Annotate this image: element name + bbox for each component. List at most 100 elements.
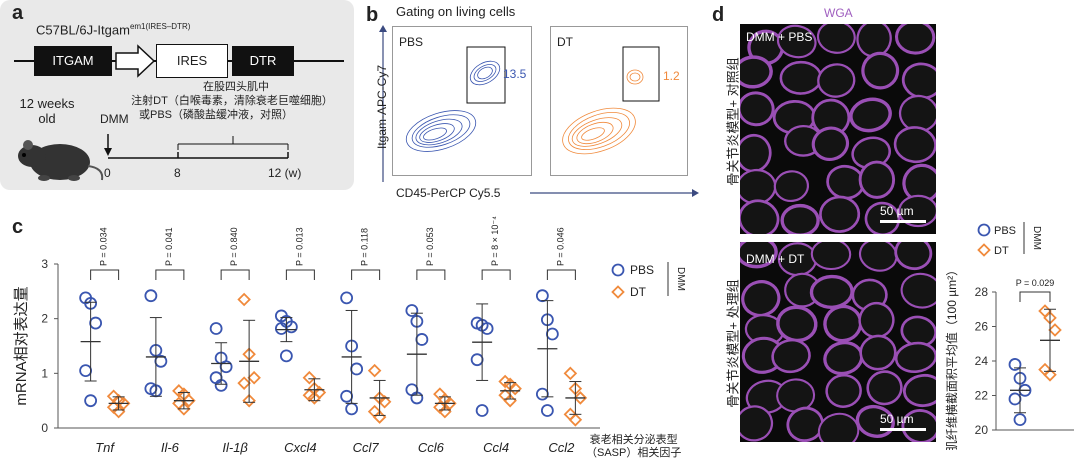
pbs-point	[209, 322, 223, 335]
stain-label: WGA	[824, 6, 853, 20]
dt-point	[377, 394, 392, 409]
dt-point	[307, 391, 322, 405]
flow-dt-contours	[562, 46, 660, 155]
muscle-fiber	[786, 406, 824, 442]
arrow-right-icon	[115, 44, 156, 78]
age-line-1: 12 weeks	[19, 96, 75, 111]
p-value-label: P = 0.013	[294, 227, 304, 266]
y-tick-label: 2	[41, 312, 48, 326]
micrograph-pbs-label: DMM + PBS	[746, 30, 813, 44]
muscle-fiber	[776, 24, 817, 59]
p-value-label: P = 8 × 10⁻⁴	[490, 216, 500, 266]
y-tick-label: 1	[41, 366, 48, 380]
flow-pbs-label: PBS	[399, 35, 424, 49]
y-tick-label: 20	[975, 423, 989, 437]
treatment-line-3: 或PBS（磷酸盐缓冲液，对照）	[138, 109, 293, 121]
muscle-fiber	[894, 242, 933, 271]
category-label: Cxcl4	[284, 440, 317, 455]
legend-dt-label: DT	[630, 285, 647, 299]
legend-dmm-label: DMM	[1031, 226, 1042, 250]
legend-pbs-marker	[977, 223, 991, 237]
gene-box-itgam: ITGAM	[34, 46, 112, 76]
pbs-point	[84, 394, 98, 408]
pbs-point	[535, 387, 549, 401]
age-label: 12 weeks old	[12, 96, 82, 126]
muscle-fiber	[895, 24, 936, 55]
side-label-bottom: 骨关节炎模型+ 处理组	[725, 279, 741, 408]
treatment-line-1: 在股四头肌中	[203, 81, 269, 93]
strain-superscript: em1(IRES–DTR)	[129, 22, 191, 31]
muscle-fiber	[901, 409, 936, 442]
pbs-point	[1013, 413, 1027, 427]
muscle-fiber	[779, 60, 823, 95]
chart-d: 20 22 24 26 28 肌纤维横截面积平均值（100 µm²） P = 0.029 PB…	[944, 222, 1074, 450]
dt-point	[1043, 368, 1057, 382]
pbs-point	[89, 316, 103, 330]
muscle-fiber	[740, 242, 778, 269]
pbs-point	[345, 402, 359, 416]
muscle-fiber	[861, 51, 900, 90]
dt-point	[242, 393, 256, 408]
dt-point	[116, 396, 131, 411]
pbs-point	[1008, 392, 1022, 406]
pbs-point	[535, 289, 549, 303]
significance-bracket	[285, 269, 315, 280]
category-label: Il-6	[161, 440, 180, 455]
muscle-fiber	[810, 242, 852, 271]
significance-bracket	[481, 269, 511, 280]
p-value-label: P = 0.034	[99, 227, 109, 266]
muscle-fiber	[823, 304, 863, 343]
mouse-icon	[18, 140, 104, 181]
dt-point	[568, 413, 583, 427]
treatment-line-2: 注射DT（白喉毒素，清除衰老巨噬细胞）	[131, 95, 333, 107]
y-axis-label: mRNA相对表达量	[13, 286, 30, 405]
dt-point	[182, 393, 196, 408]
muscle-fiber	[825, 373, 862, 408]
dmm-label: DMM	[100, 112, 129, 126]
p-value-label: P = 0.118	[360, 228, 370, 266]
flow-x-axis-arrow	[530, 189, 699, 197]
pbs-point	[475, 404, 489, 417]
significance-bracket	[155, 269, 185, 280]
gene-box-ires: IRES	[156, 44, 228, 78]
panel-c-letter: c	[12, 216, 24, 238]
pbs-point	[144, 289, 158, 303]
flow-y-axis-arrow	[379, 25, 387, 182]
side-label-top: 骨关节炎模型+ 对照组	[725, 57, 741, 186]
muscle-fiber	[773, 170, 810, 203]
flow-y-label: Itgam-APC-Cy7	[375, 64, 389, 150]
category-label: Ccl6	[418, 440, 445, 455]
legend-dmm-label: DMM	[675, 267, 686, 291]
p-value-label: P = 0.046	[555, 227, 565, 266]
muscle-fiber	[740, 133, 772, 173]
dt-point	[443, 396, 457, 411]
scale-bar-bottom	[880, 428, 926, 431]
pbs-point	[340, 389, 354, 403]
flow-plot-dt: DT 1.2	[550, 26, 688, 176]
p-value-label: P = 0.053	[425, 227, 435, 266]
muscle-fiber	[858, 160, 896, 199]
micrograph-dt-cells	[740, 242, 936, 442]
significance-bracket	[416, 269, 446, 280]
muscle-fiber	[823, 340, 864, 376]
chart-c-footnote: 衰老相关分泌表型 （SASP）相关因子	[586, 434, 681, 460]
pbs-point	[415, 333, 429, 346]
significance-bracket	[546, 269, 576, 280]
category-label: Ccl2	[548, 440, 575, 455]
flow-pbs-contours	[405, 46, 506, 152]
pbs-point	[79, 364, 93, 378]
micrograph-pbs: DMM + PBS 50 µm	[740, 24, 936, 234]
strain-name: C57BL/6J-Itgamem1(IRES–DTR)	[36, 22, 190, 37]
dt-point	[1048, 323, 1062, 337]
y-tick-label: 24	[975, 354, 989, 368]
chart-c: 0 1 2 3 mRNA相对表达量 Tnf P = 0.034 Il-6 P = 0.041 Il…	[13, 216, 686, 455]
category-label: Il-1β	[222, 440, 248, 455]
pbs-point	[279, 349, 293, 363]
pbs-point	[470, 353, 484, 367]
significance-bracket	[1019, 291, 1051, 302]
muscle-fiber	[849, 97, 892, 133]
micrograph-dt-label: DMM + DT	[746, 252, 805, 266]
p-value-label: P = 0.840	[229, 227, 239, 266]
muscle-fiber	[898, 194, 936, 228]
dt-point	[177, 402, 191, 416]
